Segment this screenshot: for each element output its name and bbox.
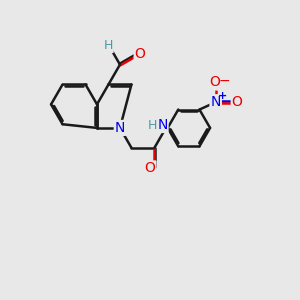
Text: +: + [218, 91, 227, 101]
Text: O: O [232, 95, 243, 109]
Text: N: N [157, 118, 168, 132]
Text: −: − [218, 74, 230, 88]
Text: N: N [211, 95, 221, 109]
Text: O: O [145, 161, 155, 176]
Text: O: O [209, 76, 220, 89]
Text: O: O [135, 46, 146, 61]
Text: H: H [148, 119, 157, 132]
Text: H: H [103, 39, 113, 52]
Text: N: N [115, 121, 125, 135]
